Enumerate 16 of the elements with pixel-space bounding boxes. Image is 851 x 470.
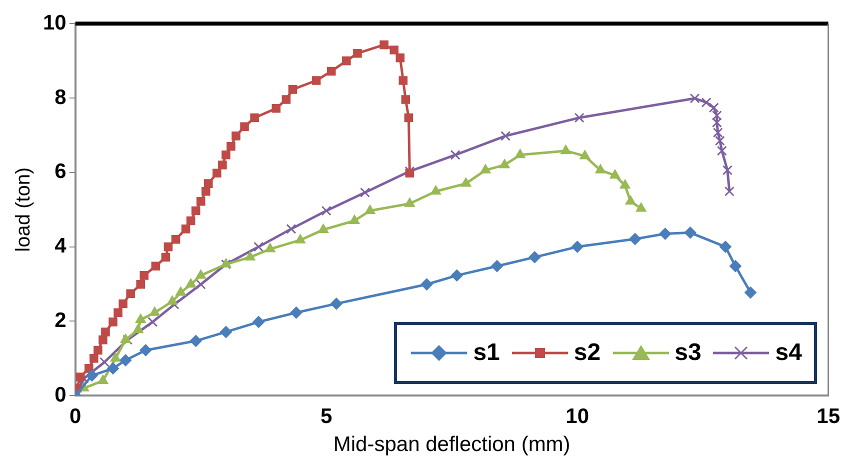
y-tick-label: 10 [43,11,66,34]
y-axis-title: load (ton) [12,167,35,252]
legend-label: s3 [674,339,702,367]
x-tick-label: 15 [816,404,840,428]
legend-label: s1 [473,339,500,367]
y-tick-label: 6 [54,160,66,184]
x-tick-label: 0 [70,404,82,428]
x-tick-label: 5 [320,404,332,428]
legend-label: s4 [775,339,802,367]
y-tick-label: 2 [54,308,66,332]
legend-label: s2 [574,339,601,367]
y-tick-label: 8 [54,86,67,109]
y-tick-label: 4 [54,234,67,258]
x-tick-label: 10 [566,404,590,428]
y-tick-label: 0 [54,383,66,406]
x-axis-title: Mid-span deflection (mm) [333,433,570,456]
